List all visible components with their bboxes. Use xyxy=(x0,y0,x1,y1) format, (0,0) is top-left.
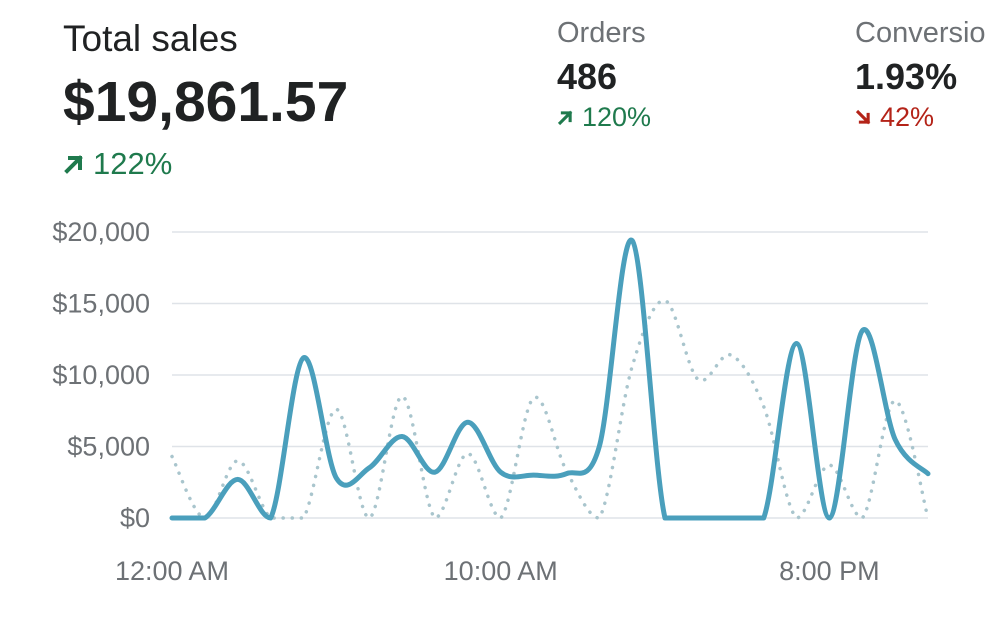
y-tick-label: $20,000 xyxy=(52,217,150,247)
x-tick-label: 10:00 AM xyxy=(444,556,558,586)
arrow-down-right-icon xyxy=(855,109,871,125)
y-axis-ticks: $0 $5,000 $10,000 $15,000 $20,000 xyxy=(52,217,150,533)
series-lines xyxy=(169,238,931,521)
y-tick-label: $5,000 xyxy=(67,432,150,462)
conversion-change: 42% xyxy=(855,104,992,131)
total-sales-title: Total sales xyxy=(63,18,238,59)
conversion-change-value: 42% xyxy=(880,102,935,131)
orders-value: 486 xyxy=(557,56,618,97)
total-sales-value: $19,861.57 xyxy=(63,70,349,134)
x-axis-ticks: 12:00 AM 10:00 AM 8:00 PM xyxy=(115,556,880,586)
arrow-up-right-icon xyxy=(64,154,83,174)
orders-change-value: 120% xyxy=(582,102,652,132)
orders-change: 120% xyxy=(557,104,651,131)
total-sales-change: 122% xyxy=(63,148,348,179)
x-tick-label: 8:00 PM xyxy=(779,556,880,586)
y-tick-label: $0 xyxy=(120,503,150,533)
gridlines xyxy=(172,231,928,519)
conversion-metric[interactable]: Conversio 1.93% 42% xyxy=(855,19,992,131)
primary-series-line xyxy=(169,238,931,521)
y-tick-label: $15,000 xyxy=(52,289,150,319)
arrow-up-right-icon xyxy=(557,110,573,126)
y-tick-label: $10,000 xyxy=(52,360,150,390)
conversion-value: 1.93% xyxy=(855,56,958,97)
comparison-series-line xyxy=(170,298,930,520)
x-tick-label: 12:00 AM xyxy=(115,556,229,586)
orders-metric[interactable]: Orders 486 120% xyxy=(557,19,651,131)
total-sales-metric[interactable]: Total sales $19,861.57 122% xyxy=(63,20,348,179)
conversion-title: Conversio xyxy=(855,19,986,49)
total-sales-change-value: 122% xyxy=(93,146,173,181)
orders-title: Orders xyxy=(557,17,646,49)
